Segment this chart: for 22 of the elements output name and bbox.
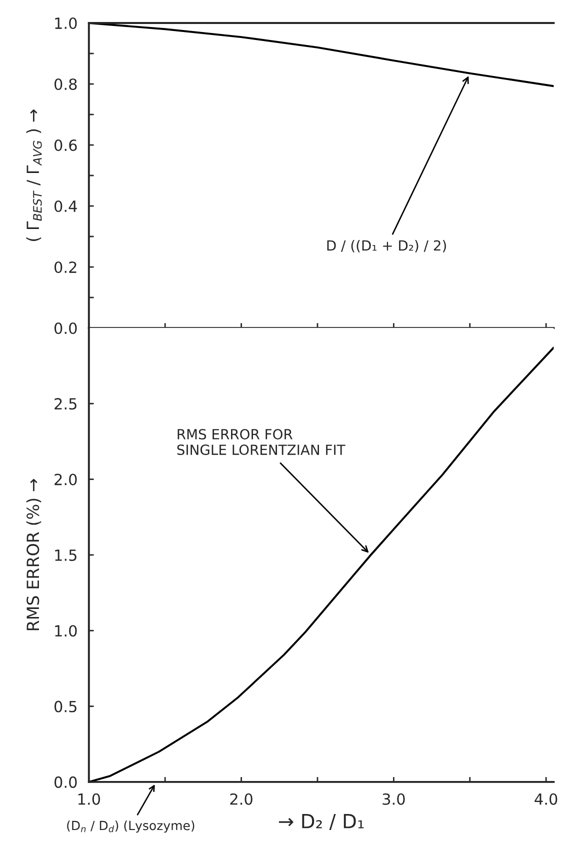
y-tick-label: 0.2	[54, 261, 76, 274]
x-tick-label: 3.0	[382, 793, 405, 805]
annotation: D / ((D₁ + D₂) / 2)	[327, 240, 446, 252]
y-axis-title: RMS ERROR (%) →	[26, 478, 42, 630]
y-tick-label: 0.5	[54, 700, 76, 712]
x-axis-title: → D₂ / D₁	[278, 814, 364, 830]
y-tick-label: 1.5	[55, 550, 76, 561]
y-tick-label: 0.0	[54, 776, 77, 788]
y-tick-label: 1.0	[55, 625, 77, 637]
y-tick-label: 2.0	[54, 474, 77, 486]
x-tick-label: 1.0	[78, 793, 100, 805]
y-tick-label: 0.8	[54, 78, 77, 90]
y-tick-label: 2.5	[54, 398, 76, 410]
y-tick-label: 1.0	[55, 17, 77, 30]
x-tick-label: 2.0	[230, 793, 252, 805]
y-tick-label: 0.6	[54, 139, 77, 152]
annotation: RMS ERROR FOR SINGLE LORENTZIAN FIT	[177, 428, 346, 456]
y-axis-title: ( Γ$_{BEST}$ / Γ$_{AVG}$ ) →	[26, 109, 42, 241]
text: (D$_{n}$ / D$_{d}$) (Lysozyme)	[67, 820, 194, 833]
x-tick-label: 4.0	[534, 793, 558, 805]
y-tick-label: 0.4	[54, 200, 77, 212]
y-tick-label: 0.0	[54, 322, 77, 334]
